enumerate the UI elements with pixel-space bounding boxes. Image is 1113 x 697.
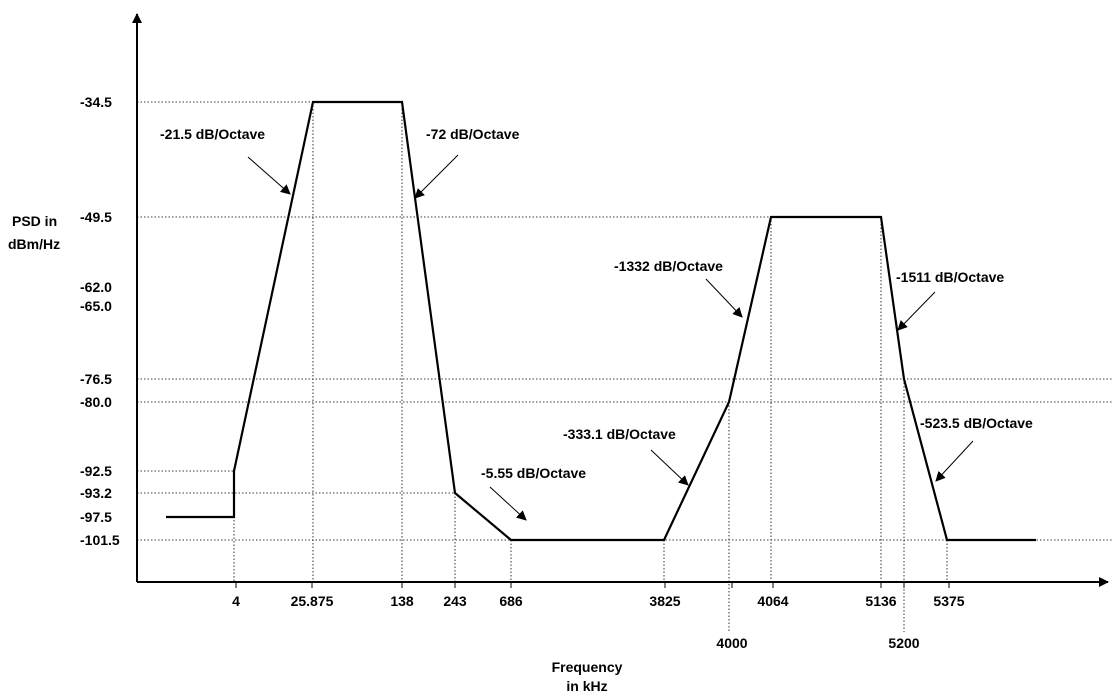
- y-axis-title-line2: dBm/Hz: [8, 236, 60, 252]
- annotation-slope-7: -523.5 dB/Octave: [920, 415, 1033, 431]
- y-tick-label: -92.5: [80, 463, 112, 479]
- x-tick-label: 5200: [888, 635, 919, 651]
- y-tick-label: -49.5: [80, 209, 112, 225]
- x-tick-label: 5375: [933, 593, 964, 609]
- annotation-slope-2: -72 dB/Octave: [426, 126, 520, 142]
- y-tick-label: -101.5: [80, 532, 120, 548]
- x-tick-label: 5136: [865, 593, 896, 609]
- x-tick-label: 243: [443, 593, 467, 609]
- x-tick-label: 4000: [716, 635, 747, 651]
- y-ticks: -34.5 -49.5 -62.0 -65.0 -76.5 -80.0 -92.5 -93.2…: [80, 94, 120, 548]
- x-tick-label: 138: [390, 593, 414, 609]
- y-tick-label: -76.5: [80, 371, 112, 387]
- y-tick-label: -65.0: [80, 298, 112, 314]
- x-ticks: 4 25.875 138 243 686 3825 4000 4064 5136 5200 5375: [232, 582, 965, 651]
- annotation-slope-3: -5.55 dB/Octave: [481, 465, 586, 481]
- annotation-arrow-5: [705, 278, 743, 318]
- y-tick-label: -97.5: [80, 509, 112, 525]
- annotation-arrow-7: [935, 440, 974, 482]
- annotation-arrow-1: [247, 156, 291, 195]
- x-tick-label: 686: [499, 593, 523, 609]
- psd-mask-line: [166, 100, 1036, 542]
- x-tick-label: 4: [232, 593, 240, 609]
- y-axis-title-line1: PSD in: [12, 213, 57, 229]
- annotation-arrow-2: [414, 154, 459, 199]
- x-tick-label: 3825: [649, 593, 680, 609]
- x-axis-title-line2: in kHz: [566, 678, 607, 694]
- guide-lines: [137, 101, 1113, 632]
- annotation-arrow-4: [650, 449, 689, 486]
- y-tick-label: -34.5: [80, 94, 112, 110]
- y-tick-label: -80.0: [80, 394, 112, 410]
- x-tick-label: 4064: [757, 593, 788, 609]
- annotation-arrow-3: [489, 486, 527, 521]
- annotation-arrow-6: [897, 291, 936, 331]
- annotation-slope-1: -21.5 dB/Octave: [160, 126, 265, 142]
- x-axis-title-line1: Frequency: [552, 659, 623, 675]
- annotation-slope-4: -333.1 dB/Octave: [563, 426, 676, 442]
- y-tick-label: -62.0: [80, 279, 112, 295]
- x-tick-label: 25.875: [291, 593, 334, 609]
- y-tick-label: -93.2: [80, 485, 112, 501]
- annotation-slope-5: -1332 dB/Octave: [614, 258, 723, 274]
- annotation-slope-6: -1511 dB/Octave: [896, 269, 1004, 285]
